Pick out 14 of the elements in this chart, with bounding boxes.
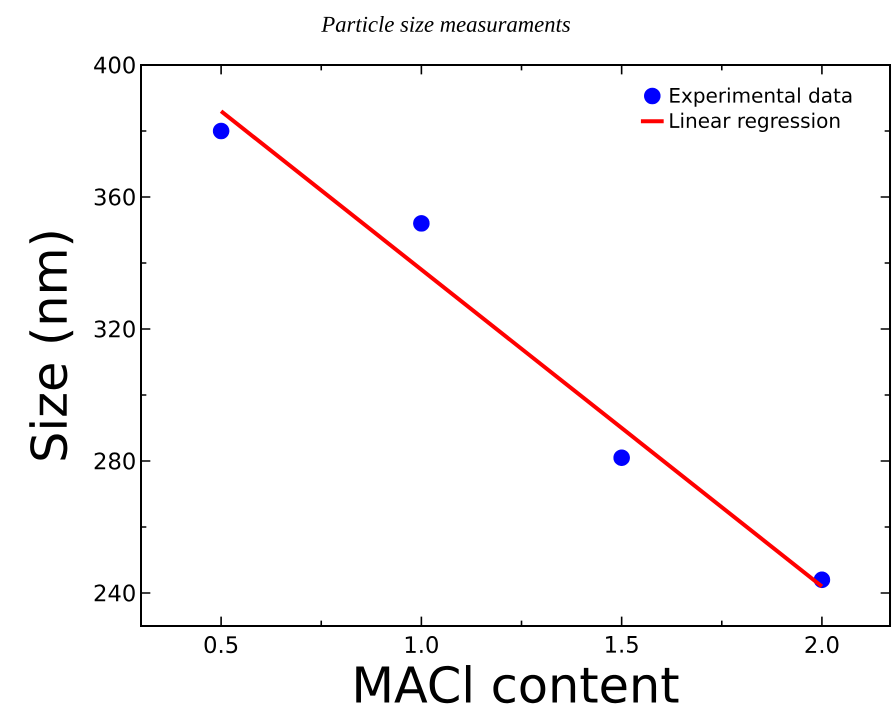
y-tick-label: 360 xyxy=(94,188,135,206)
chart-title: Particle size measuraments xyxy=(321,16,570,32)
y-tick-label: 320 xyxy=(94,320,135,338)
x-tick-label: 0.5 xyxy=(204,636,238,654)
legend-label: Experimental data xyxy=(670,87,852,107)
y-tick-label: 400 xyxy=(94,56,135,74)
y-axis-title: Size (nm) xyxy=(29,232,74,460)
x-tick-label: 2.0 xyxy=(806,636,838,654)
x-tick-label: 1.5 xyxy=(606,636,638,653)
y-tick-label: 280 xyxy=(94,452,135,470)
x-axis-title: MACl content xyxy=(356,665,678,704)
legend-label: Linear regression xyxy=(670,112,840,132)
y-tick-label: 240 xyxy=(94,584,135,602)
x-tick-label: 1.0 xyxy=(406,636,438,654)
